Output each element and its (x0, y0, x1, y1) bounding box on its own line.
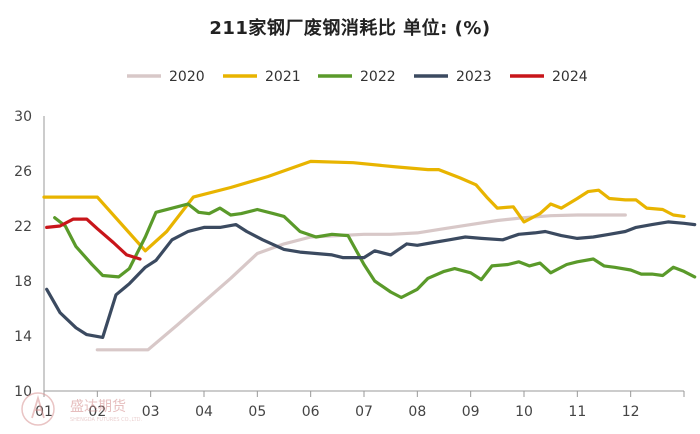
series-line-2021 (42, 159, 686, 253)
watermark-circle (21, 392, 55, 426)
chart-title: 211家钢厂废钢消耗比 单位: (%) (209, 18, 491, 39)
series-line-2022 (53, 202, 697, 300)
series-lines (42, 159, 697, 352)
series-line-2023 (45, 220, 697, 339)
watermark-text: 盛达期货 (70, 398, 126, 415)
y-tick-label: 10 (14, 384, 32, 400)
y-tick-label: 30 (14, 109, 32, 125)
legend-label-2023: 2023 (456, 69, 492, 85)
x-tick-label: 12 (622, 404, 640, 420)
x-tick-label: 04 (195, 404, 213, 420)
y-tick-label: 26 (14, 164, 32, 180)
x-tick-label: 09 (462, 404, 480, 420)
x-tick-label: 05 (248, 404, 266, 420)
x-tick-label: 03 (142, 404, 160, 420)
x-tick-label: 07 (355, 404, 373, 420)
y-tick-label: 18 (14, 274, 32, 290)
x-tick-label: 10 (515, 404, 533, 420)
watermark-subtext: SHENGDA FUTURES CO.,LTD. (70, 417, 143, 423)
x-tick-label: 02 (88, 404, 106, 420)
watermark-group: 盛达期货 SHENGDA FUTURES CO.,LTD. (21, 392, 143, 426)
series-line-2020 (95, 213, 627, 352)
watermark-logo: 盛达期货 SHENGDA FUTURES CO.,LTD. (21, 392, 143, 426)
x-axis: 01 02 03 04 05 06 07 08 09 10 11 12 (35, 390, 685, 420)
series-line-2024 (45, 217, 142, 261)
legend-label-2022: 2022 (360, 69, 396, 85)
legend-label-2021: 2021 (265, 69, 301, 85)
legend: 2020 2021 2022 2023 2024 (127, 69, 588, 85)
x-tick-label: 08 (408, 404, 426, 420)
y-axis: 10 14 18 22 26 30 (14, 109, 45, 400)
watermark-mark (31, 394, 45, 419)
legend-label-2024: 2024 (552, 69, 588, 85)
x-tick-label: 01 (35, 404, 53, 420)
y-tick-label: 14 (14, 329, 32, 345)
y-tick-label: 22 (14, 219, 32, 235)
x-tick-label: 11 (568, 404, 586, 420)
legend-label-2020: 2020 (169, 69, 205, 85)
x-tick-label: 06 (302, 404, 320, 420)
